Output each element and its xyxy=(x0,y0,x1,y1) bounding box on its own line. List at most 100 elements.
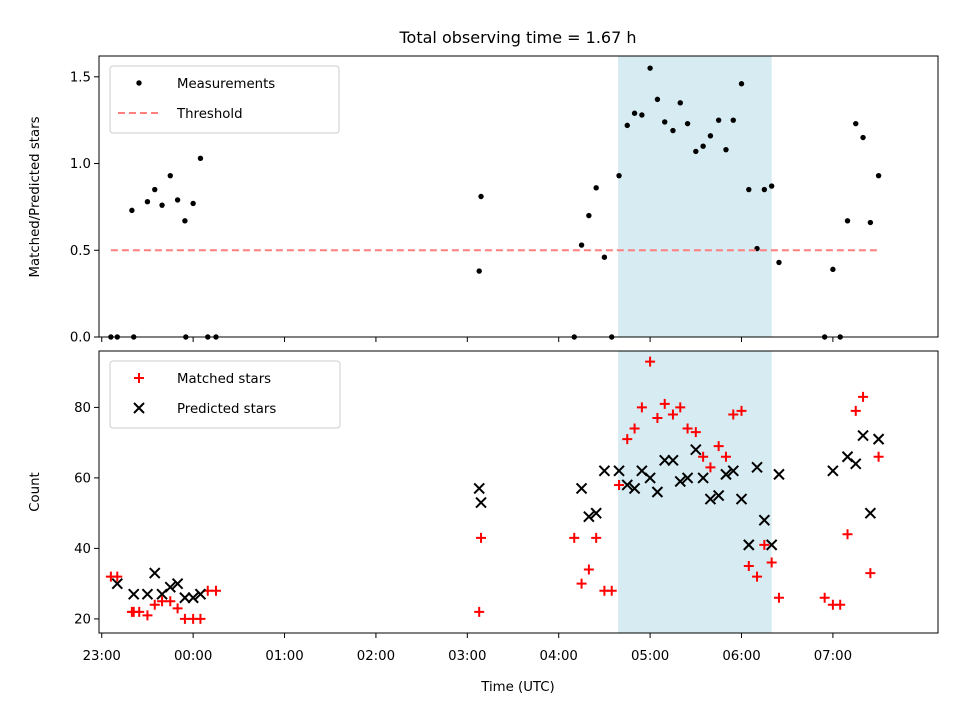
data-point xyxy=(174,197,181,203)
y-tick-label: 60 xyxy=(74,471,91,486)
data-point xyxy=(776,259,782,266)
legend-label: Threshold xyxy=(176,107,243,122)
data-point xyxy=(842,529,853,540)
data-point xyxy=(614,479,625,490)
data-point xyxy=(773,592,784,603)
x-tick-label: 06:00 xyxy=(722,649,760,664)
x-axis-label: Time (UTC) xyxy=(480,680,555,695)
x-tick-label: 23:00 xyxy=(83,649,121,664)
y-tick-label: 0.0 xyxy=(70,331,91,346)
y-tick-label: 40 xyxy=(74,542,91,557)
data-point xyxy=(844,218,851,224)
data-point xyxy=(636,402,647,413)
x-tick-label: 03:00 xyxy=(448,649,486,664)
data-point xyxy=(765,539,778,551)
data-point xyxy=(697,472,709,484)
data-point xyxy=(172,603,183,614)
data-point xyxy=(867,219,874,226)
data-point xyxy=(857,429,869,442)
legend: Matched stars Predicted stars xyxy=(109,360,341,429)
legend: Measurements Threshold xyxy=(109,65,340,134)
data-point xyxy=(681,472,694,484)
y-axis-label: Count xyxy=(28,472,43,512)
y-tick-label: 20 xyxy=(74,612,91,627)
data-point xyxy=(478,193,484,200)
data-point xyxy=(149,599,160,610)
data-point xyxy=(586,212,592,219)
observing-window-span xyxy=(618,351,772,633)
data-point xyxy=(705,462,716,473)
series-measurements xyxy=(108,65,882,340)
plot-frame xyxy=(98,55,939,338)
data-point xyxy=(583,564,594,575)
data-point xyxy=(773,468,785,481)
x-tick-label: 04:00 xyxy=(540,649,578,664)
legend-label: Measurements xyxy=(177,77,275,92)
data-point xyxy=(693,148,699,155)
data-point xyxy=(761,186,768,193)
x-tick-label: 05:00 xyxy=(631,649,669,664)
x-tick-label: 02:00 xyxy=(357,649,395,664)
data-point xyxy=(179,592,191,604)
legend-label: Predicted stars xyxy=(177,402,276,417)
data-point xyxy=(675,402,686,413)
data-point xyxy=(134,606,145,617)
legend-box xyxy=(109,360,341,429)
data-point xyxy=(167,172,173,179)
data-point xyxy=(860,134,866,141)
data-point xyxy=(746,186,752,193)
data-point xyxy=(873,451,884,462)
data-point xyxy=(141,588,154,600)
data-point xyxy=(644,472,656,484)
data-point xyxy=(872,433,885,445)
data-point xyxy=(473,482,485,495)
data-point xyxy=(738,81,745,87)
data-point xyxy=(667,409,678,420)
data-point xyxy=(715,117,722,123)
data-point xyxy=(751,461,763,474)
data-point xyxy=(690,427,701,438)
data-point xyxy=(727,465,739,477)
data-point xyxy=(850,458,862,470)
data-point xyxy=(736,405,747,416)
data-point xyxy=(197,155,204,162)
data-point xyxy=(752,571,763,582)
data-point xyxy=(677,100,683,106)
data-point xyxy=(142,610,153,621)
data-point xyxy=(164,581,176,593)
data-point xyxy=(743,539,755,551)
data-point xyxy=(476,268,482,274)
data-point xyxy=(707,133,714,139)
data-point xyxy=(875,172,882,179)
data-point xyxy=(628,482,641,495)
panel-counts: 20 40 60 80 23:00 00:00 01:00 02:00 03:00 04:00 05… xyxy=(28,350,939,664)
data-point xyxy=(152,186,158,193)
data-point xyxy=(629,423,640,434)
data-point xyxy=(187,592,199,604)
data-point xyxy=(704,493,717,505)
observing-window-span xyxy=(618,56,772,337)
series-predicted-stars xyxy=(111,429,885,604)
data-point xyxy=(662,119,668,125)
data-point xyxy=(759,539,770,550)
data-point xyxy=(758,514,771,526)
data-point xyxy=(598,465,611,477)
data-point xyxy=(735,493,748,505)
data-point xyxy=(682,423,693,434)
data-point xyxy=(194,588,207,600)
data-point xyxy=(659,454,671,466)
data-point xyxy=(111,577,123,590)
data-point xyxy=(159,202,165,208)
plot-frame xyxy=(98,350,939,634)
y-tick-label: 1.0 xyxy=(70,157,91,172)
data-point xyxy=(645,356,656,367)
data-point xyxy=(858,391,869,402)
legend-marker xyxy=(136,80,142,86)
legend-label: Matched stars xyxy=(177,372,271,387)
data-point xyxy=(144,199,151,205)
data-point xyxy=(720,451,731,462)
data-point xyxy=(578,242,585,248)
data-point xyxy=(190,200,196,207)
data-point xyxy=(149,567,161,579)
